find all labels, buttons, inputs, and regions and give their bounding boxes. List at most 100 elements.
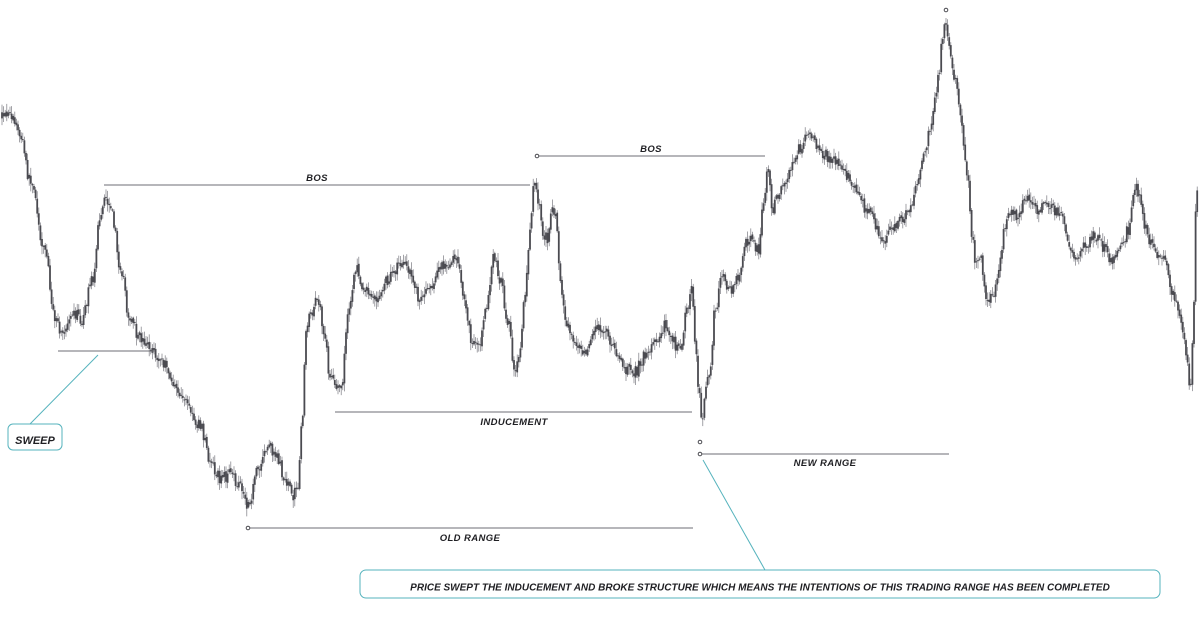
candle — [377, 291, 379, 307]
candle — [53, 305, 56, 329]
candle — [426, 283, 429, 291]
candle — [997, 264, 1000, 284]
candle — [732, 283, 735, 298]
candle-body — [860, 195, 863, 201]
candle-body — [311, 312, 314, 316]
candle-body — [765, 171, 768, 193]
candle-body — [839, 164, 842, 166]
candle — [93, 262, 96, 288]
candle-body — [493, 253, 496, 261]
candle-body — [1141, 203, 1144, 214]
candle — [906, 209, 909, 216]
candle — [314, 291, 317, 310]
candle-body — [938, 72, 941, 74]
candle-body — [759, 234, 762, 255]
candle — [330, 368, 333, 380]
explanation-callout: PRICE SWEPT THE INDUCEMENT AND BROKE STR… — [359, 459, 1161, 599]
candle-body — [1135, 183, 1138, 191]
candle — [607, 325, 610, 341]
candle — [205, 433, 208, 451]
candle-body — [274, 452, 277, 457]
candle — [1097, 233, 1099, 249]
candle-body — [538, 204, 541, 206]
candle-body — [690, 285, 693, 294]
candle — [349, 296, 352, 316]
candle-body — [466, 307, 469, 321]
candle-body — [809, 132, 811, 135]
candle — [841, 159, 843, 173]
candle — [74, 307, 77, 324]
candle-body — [380, 292, 383, 297]
candle — [817, 144, 819, 153]
candle — [1109, 253, 1112, 266]
candle — [511, 329, 514, 363]
candle — [781, 178, 784, 191]
candle-body — [641, 364, 643, 366]
candle — [909, 198, 912, 218]
candle-body — [850, 181, 853, 186]
candle-body — [1093, 232, 1096, 239]
candle — [780, 184, 783, 200]
candle-body — [417, 286, 419, 302]
candle-body — [837, 158, 840, 166]
candle-body — [476, 342, 479, 345]
candle-body — [879, 237, 882, 239]
candle — [833, 148, 835, 163]
candle-body — [290, 484, 293, 494]
candle-body — [997, 269, 1000, 278]
candle — [279, 455, 282, 466]
candle — [729, 280, 731, 289]
candle — [458, 257, 461, 273]
candle — [805, 131, 808, 140]
candle-body — [546, 232, 549, 244]
candle — [604, 325, 607, 340]
candle-body — [836, 159, 839, 164]
candle-body — [426, 287, 429, 290]
candle — [1092, 226, 1095, 248]
candle — [612, 336, 615, 347]
candle-body — [209, 460, 211, 462]
candle — [689, 289, 691, 316]
candle — [868, 203, 871, 215]
candle-body — [452, 255, 455, 263]
candle — [775, 193, 778, 201]
candle — [1042, 201, 1045, 211]
candle-body — [415, 286, 418, 288]
candle — [346, 308, 349, 340]
candle — [149, 342, 152, 355]
candle — [1170, 283, 1173, 302]
candle-body — [404, 261, 407, 264]
candle — [305, 329, 307, 370]
candle-body — [1109, 258, 1112, 263]
candle — [903, 213, 906, 226]
candle-body — [309, 312, 312, 314]
candle — [1146, 223, 1149, 238]
candle — [234, 470, 237, 491]
candle-body — [1106, 246, 1109, 253]
candle-body — [444, 263, 447, 269]
candle-body — [1060, 211, 1063, 213]
candle — [609, 332, 611, 353]
candle — [874, 213, 877, 233]
candle-body — [650, 344, 653, 353]
candle-body — [348, 308, 351, 315]
candle-body — [172, 381, 175, 387]
candle-body — [1039, 209, 1042, 212]
candle — [1127, 220, 1130, 240]
candle — [826, 148, 829, 168]
candle-body — [1170, 286, 1173, 295]
candle — [722, 269, 725, 282]
candle-body — [615, 349, 618, 357]
candle — [5, 103, 8, 122]
candle-body — [425, 289, 427, 294]
candle-body — [501, 278, 504, 286]
candle — [1057, 202, 1059, 218]
candle-body — [82, 314, 85, 325]
candle-body — [396, 262, 399, 275]
candle-body — [514, 370, 517, 372]
candle-body — [271, 443, 274, 456]
candle — [772, 203, 775, 215]
candle-body — [49, 265, 51, 290]
level-dot — [245, 525, 251, 531]
candle — [714, 307, 717, 319]
